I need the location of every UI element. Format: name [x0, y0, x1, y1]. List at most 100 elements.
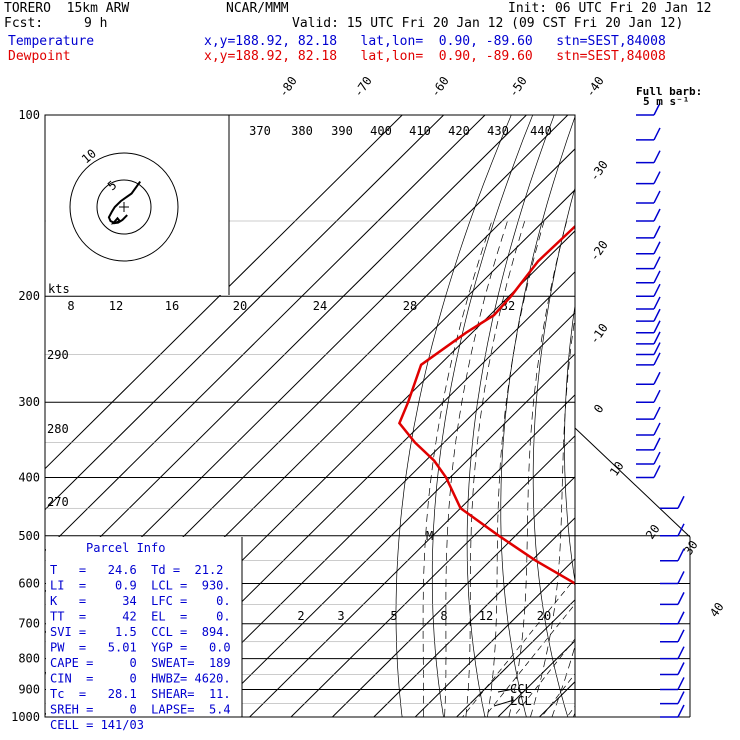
speed-label: 24 [313, 299, 327, 313]
wind-barb-flag [653, 352, 661, 366]
wind-barb-flag [653, 320, 661, 334]
parcel-info-row: SVI = 1.5 CCL = 894. [50, 625, 231, 639]
lcl-label: LCL [510, 694, 532, 708]
isotherm-line [45, 115, 444, 511]
isotherm-line [45, 115, 486, 552]
dry-adiabat [466, 115, 555, 717]
theta-label: 280 [47, 422, 69, 436]
isotherm-line [207, 353, 575, 717]
parcel-info-row: CELL = 141/03 [50, 718, 144, 732]
isotherm-label: -80 [276, 74, 300, 100]
wind-barb-flag [653, 451, 661, 465]
wind-barb-flag [653, 389, 661, 403]
parcel-info-row: PW = 5.01 YGP = 0.0 [50, 641, 231, 655]
forecast-label: Fcst: [4, 16, 44, 31]
temperature-location: x,y=188.92, 82.18 lat,lon= 0.90, -89.60 … [204, 34, 666, 49]
isotherm-line [664, 115, 740, 717]
wind-barb-flag [653, 406, 661, 420]
theta-label: 270 [47, 495, 69, 509]
pressure-tick-label: 800 [18, 652, 40, 666]
mixing-ratio-label: 20 [537, 609, 551, 623]
wind-barb-flag [653, 270, 661, 284]
wind-barb-flag [653, 422, 661, 436]
theta-e-label: 380 [291, 124, 313, 138]
wind-barb-flag [677, 646, 685, 659]
mixing-ratio-label: 2 [297, 609, 304, 623]
isotherm-label: 20 [643, 522, 663, 542]
wind-barb-flag [653, 256, 661, 270]
hodograph-ring-5 [96, 179, 152, 235]
dry-adiabat [500, 115, 575, 717]
isotherm-label: -30 [587, 158, 611, 184]
parcel-info-panel: Parcel Info T = 24.6 Td = 21.2 LI = 0.9 L… [46, 537, 243, 732]
wind-barb-flag [653, 127, 661, 141]
isotherm-line [332, 476, 575, 717]
isotherm-line [290, 435, 575, 717]
moist-adiabat [422, 220, 493, 717]
wind-barbs [636, 102, 685, 718]
isotherm-line [539, 681, 575, 717]
mixing-ratio-label: 5 [390, 609, 397, 623]
isotherm-line [497, 640, 575, 717]
isotherm-label: -20 [587, 238, 611, 264]
ccl-label: CCL [510, 682, 532, 696]
wind-barb-flag [653, 371, 661, 385]
init-time: Init: 06 UTC Fri 20 Jan 12 [508, 1, 712, 16]
dry-adiabat [532, 186, 575, 717]
parcel-info-row: T = 24.6 Td = 21.2 [50, 563, 223, 577]
mixing-ratio-line [591, 583, 701, 729]
moist-adiabat [609, 221, 740, 730]
wind-barb-flag [677, 704, 685, 718]
speed-label: 8 [67, 299, 74, 313]
mixing-ratio-line [483, 603, 575, 717]
wind-barb-flag [653, 465, 661, 478]
parcel-info-row: SREH = 0 LAPSE= 5.4 [50, 703, 231, 717]
moist-adiabat [465, 220, 526, 717]
isotherm-label: 40 [707, 600, 727, 620]
pressure-tick-label: 900 [18, 682, 40, 696]
wind-barb-flag [653, 308, 661, 322]
wind-barb-flag [653, 342, 661, 355]
wind-barb-flag [653, 296, 661, 310]
pressure-tick-label: 100 [18, 108, 40, 122]
isotherm-line [166, 312, 575, 717]
isotherm-line [414, 558, 575, 717]
parcel-info-row: CIN = 0 HWBZ= 4620. [50, 672, 231, 686]
dewpoint-profile [397, 224, 575, 587]
parcel-info-title: Parcel Info [86, 541, 165, 555]
dry-adiabat [680, 115, 740, 730]
hodograph-trace [107, 181, 142, 225]
wind-barb-flag [653, 283, 661, 297]
wind-panel-edge [574, 427, 691, 717]
barb-legend-unit: 5 m s⁻¹ [643, 95, 689, 108]
parcel-info-row: TT = 42 EL = 0. [50, 610, 231, 624]
wind-barb-flag [677, 662, 685, 675]
mixing-ratio-line [512, 638, 575, 717]
pressure-tick-label: 1000 [11, 710, 40, 724]
pressure-tick-label: 400 [18, 470, 40, 484]
moist-adiabat [589, 221, 720, 730]
valid-time: Valid: 15 UTC Fri 20 Jan 12 (09 CST Fri … [292, 16, 684, 31]
isotherm-label: -70 [351, 74, 375, 100]
pressure-tick-label: 600 [18, 576, 40, 590]
isotherm-label: -40 [583, 74, 607, 100]
isotherm-line [45, 115, 403, 470]
wind-barb-flag [677, 691, 685, 704]
dry-adiabat [624, 115, 698, 730]
pressure-tick-label: 700 [18, 617, 40, 631]
isotherm-line [705, 115, 740, 717]
parcel-info-row: K = 34 LFC = 0. [50, 594, 231, 608]
isotherm-label: -60 [428, 74, 452, 100]
theta-e-label: 390 [331, 124, 353, 138]
dewpoint-legend: Dewpoint [8, 49, 71, 64]
mixing-ratio-label: 12 [479, 609, 493, 623]
dry-adiabat [564, 302, 575, 584]
isotherm-label: -10 [587, 321, 611, 347]
theta-e-label: 370 [249, 124, 271, 138]
wind-barb-flag [653, 102, 661, 116]
wind-barb-flag [677, 571, 685, 584]
wind-barb-flag [677, 495, 685, 509]
wind-barb-flag [653, 437, 661, 451]
isotherm-line [45, 115, 527, 593]
isotherm-label: -50 [506, 74, 530, 100]
